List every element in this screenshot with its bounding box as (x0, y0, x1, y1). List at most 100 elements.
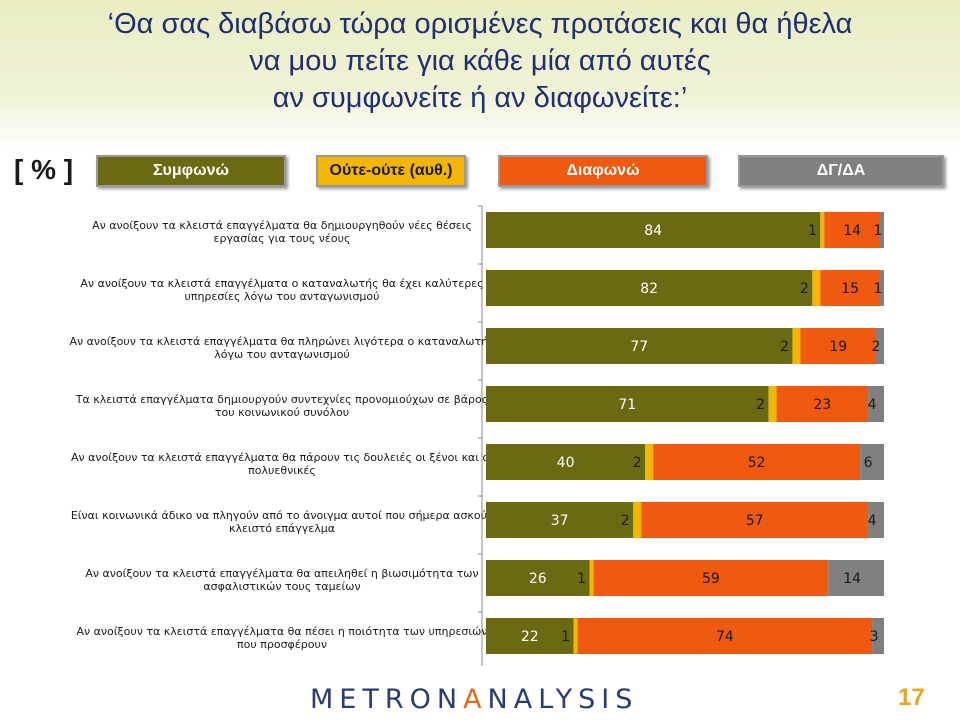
data-label: 57 (746, 513, 764, 529)
data-label: 52 (748, 455, 766, 471)
data-label: 1 (808, 223, 817, 239)
bar-segment (633, 502, 642, 538)
unit-label: [ % ] (14, 154, 74, 185)
bar-segment (486, 328, 793, 364)
bar-segment (486, 270, 813, 306)
legend-dkna-label: ΔΓ/ΔΑ (816, 162, 866, 179)
bar-segment (486, 502, 634, 538)
data-label: 2 (872, 339, 881, 355)
bar-segment (880, 270, 884, 306)
data-label: 2 (780, 339, 789, 355)
bar-segment (653, 444, 861, 480)
data-label: 1 (577, 571, 586, 587)
bar-segment (768, 386, 777, 422)
bar-segment (641, 502, 869, 538)
bar-segment (872, 618, 884, 654)
page-title: ‘Θα σας διαβάσω τώρα ορισμένες προτάσεις… (0, 6, 960, 117)
category-label: Αν ανοίξουν τα κλειστά επαγγέλματα θα πέ… (76, 625, 487, 638)
data-label: 2 (621, 513, 630, 529)
background-puzzle-pattern (0, 0, 960, 150)
bar-segment (792, 328, 801, 364)
legend-agree: Συμφωνώ (96, 155, 286, 187)
category-label: Αν ανοίξουν τα κλειστά επαγγέλματα θα δη… (92, 219, 472, 232)
category-label: του κοινωνικού συνόλου (215, 406, 349, 419)
category-label: κλειστό επάγγελμα (229, 522, 335, 535)
data-label: 40 (557, 455, 575, 471)
logo-part-1: METRON (310, 684, 464, 715)
legend-neither: Ούτε-ούτε (αυθ.) (316, 155, 466, 187)
bar-segment (589, 560, 594, 596)
data-label: 2 (800, 281, 809, 297)
data-label: 1 (561, 629, 570, 645)
data-label: 71 (618, 397, 636, 413)
legend-disagree: Διαφωνώ (498, 155, 708, 187)
data-label: 77 (630, 339, 648, 355)
category-label: λόγω του ανταγωνισμού (214, 348, 350, 361)
data-label: 23 (813, 397, 831, 413)
data-label: 4 (868, 397, 877, 413)
category-label: εργασίας για τους νέους (214, 232, 351, 245)
bar-segment (824, 212, 881, 248)
data-label: 3 (870, 629, 879, 645)
bar-segment (820, 212, 825, 248)
data-label: 6 (864, 455, 873, 471)
bar-segment (486, 618, 574, 654)
data-label: 19 (829, 339, 847, 355)
category-label: Είναι κοινωνικά άδικο να πληγούν από το … (71, 509, 493, 522)
bar-segment (486, 212, 821, 248)
bar-segment (776, 386, 869, 422)
bar-segment (486, 444, 646, 480)
category-label: που προσφέρουν (237, 638, 327, 651)
title-line-3: αν συμφωνείτε ή αν διαφωνείτε:’ (272, 82, 688, 114)
category-label: Αν ανοίξουν τα κλειστά επαγγέλματα θα απ… (85, 567, 478, 580)
bar-segment (812, 270, 821, 306)
bar-segment (880, 212, 884, 248)
category-label: πολυεθνικές (248, 464, 316, 477)
logo-part-3: NALYSIS (487, 684, 639, 715)
bar-segment (573, 618, 578, 654)
data-label: 82 (640, 281, 658, 297)
legend-agree-label: Συμφωνώ (152, 162, 230, 179)
data-label: 84 (644, 223, 662, 239)
bar-segment (577, 618, 873, 654)
bar-segment (593, 560, 829, 596)
title-line-1: ‘Θα σας διαβάσω τώρα ορισμένες προτάσεις… (107, 8, 853, 40)
legend-dkna: ΔΓ/ΔΑ (738, 155, 944, 187)
data-label: 74 (716, 629, 734, 645)
category-label: ασφαλιστικών τους ταμείων (203, 580, 360, 593)
bar-segment (860, 444, 884, 480)
data-label: 1 (874, 223, 883, 239)
legend-disagree-label: Διαφωνώ (566, 162, 640, 179)
data-label: 15 (841, 281, 859, 297)
legend-neither-label: Ούτε-ούτε (αυθ.) (329, 162, 453, 179)
logo-part-2: A (463, 684, 488, 715)
title-line-2: να μου πείτε για κάθε μία από αυτές (249, 45, 711, 77)
bar-segment (486, 560, 590, 596)
page-number: 17 (898, 684, 925, 711)
category-label: υπηρεσίες λόγω του ανταγωνισμού (184, 290, 379, 303)
bar-segment (820, 270, 881, 306)
data-label: 1 (874, 281, 883, 297)
data-label: 59 (702, 571, 720, 587)
data-label: 2 (633, 455, 642, 471)
bar-segment (645, 444, 654, 480)
data-label: 37 (551, 513, 569, 529)
bar-segment (828, 560, 884, 596)
bar-segment (486, 386, 769, 422)
data-label: 14 (843, 223, 861, 239)
metron-analysis-logo: METRONANALYSIS (310, 684, 638, 715)
category-label: Αν ανοίξουν τα κλειστά επαγγέλματα ο κατ… (80, 277, 483, 290)
data-label: 4 (868, 513, 877, 529)
category-label: Τα κλειστά επαγγέλματα δημιουργούν συντε… (75, 393, 488, 406)
category-label: Αν ανοίξουν τα κλειστά επαγγέλματα θα πλ… (69, 335, 494, 348)
bar-segment (876, 328, 884, 364)
bar-segment (868, 502, 884, 538)
data-label: 2 (756, 397, 765, 413)
data-label: 14 (843, 571, 861, 587)
data-label: 26 (529, 571, 547, 587)
data-label: 22 (521, 629, 539, 645)
bar-segment (868, 386, 884, 422)
bar-segment (800, 328, 877, 364)
category-label: Αν ανοίξουν τα κλειστά επαγγέλματα θα πά… (71, 451, 493, 464)
